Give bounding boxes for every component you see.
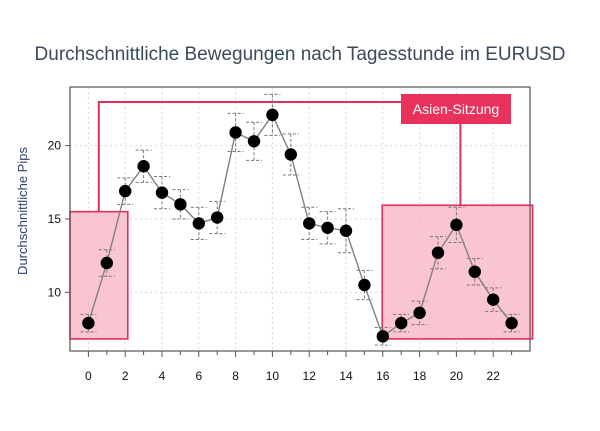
data-point <box>119 184 132 198</box>
chart-title: Durchschnittliche Bewegungen nach Tagess… <box>34 44 566 65</box>
x-tick-label: 22 <box>487 369 501 383</box>
data-point <box>339 224 353 237</box>
callout-box <box>401 94 511 124</box>
x-tick-label: 6 <box>195 369 202 383</box>
data-point <box>303 217 316 230</box>
x-tick-label: 2 <box>122 369 129 383</box>
data-point <box>192 217 205 230</box>
x-tick-label: 8 <box>232 369 239 383</box>
y-axis-label: Durchschnittliche Pips <box>15 147 30 275</box>
data-point <box>155 186 169 199</box>
data-point <box>82 316 95 330</box>
data-point <box>505 316 518 330</box>
data-point <box>487 293 500 306</box>
data-point <box>413 306 426 320</box>
data-point <box>358 278 371 292</box>
data-point <box>211 211 224 224</box>
x-tick-label: 12 <box>303 369 317 383</box>
annotation-label: Asien-Sitzung <box>413 101 499 117</box>
data-point <box>431 246 445 259</box>
data-point <box>284 148 297 161</box>
highlight-regions <box>69 204 534 340</box>
x-tick-label: 10 <box>266 369 280 383</box>
callout: Asien-Sitzung <box>97 94 511 212</box>
x-tick-label: 20 <box>450 369 464 383</box>
x-tick-label: 0 <box>85 369 92 383</box>
data-point <box>137 160 150 173</box>
data-point <box>266 108 279 122</box>
data-points <box>82 108 518 343</box>
x-tick-label: 16 <box>376 369 390 383</box>
x-axis: 0 2 4 6 8 10 12 14 16 18 20 22 <box>85 351 513 383</box>
y-tick-label: 10 <box>48 285 62 299</box>
data-point <box>376 330 389 343</box>
data-point <box>100 256 114 270</box>
data-point <box>450 218 463 232</box>
data-point <box>229 126 242 139</box>
y-tick-label: 20 <box>48 139 62 153</box>
data-point <box>174 198 187 211</box>
data-point <box>247 135 261 148</box>
y-axis: 10 15 20 <box>48 139 70 299</box>
data-point <box>321 221 334 234</box>
x-tick-label: 14 <box>339 369 353 383</box>
data-point <box>468 265 481 278</box>
highlight-region <box>69 210 129 340</box>
x-tick-label: 18 <box>413 369 427 383</box>
x-tick-label: 4 <box>159 369 166 383</box>
y-tick-label: 15 <box>48 212 62 226</box>
data-point <box>395 316 408 330</box>
